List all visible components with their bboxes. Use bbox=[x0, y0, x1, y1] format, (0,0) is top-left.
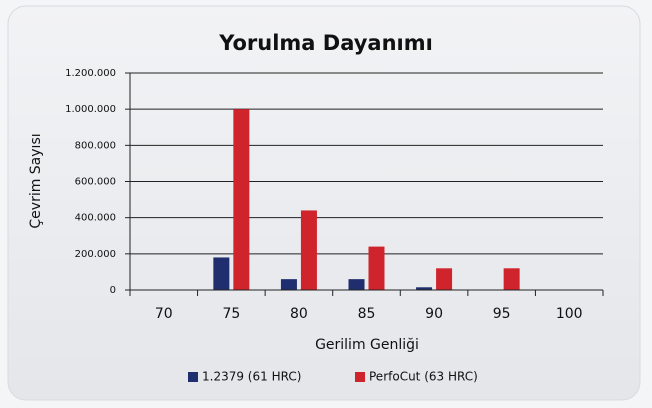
chart-title: Yorulma Dayanımı bbox=[218, 31, 433, 55]
bar bbox=[368, 246, 385, 290]
bar bbox=[416, 287, 433, 290]
y-tick-label: 600.000 bbox=[75, 177, 116, 188]
x-tick-label: 75 bbox=[222, 306, 240, 322]
card bbox=[7, 5, 641, 401]
y-tick-label: 400.000 bbox=[75, 213, 116, 224]
bar bbox=[348, 279, 365, 290]
y-tick-label: 0 bbox=[110, 285, 116, 296]
y-tick-label: 800.000 bbox=[75, 140, 116, 151]
x-tick-label: 80 bbox=[290, 306, 308, 322]
y-axis-label: Çevrim Sayısı bbox=[28, 133, 44, 228]
x-tick-label: 100 bbox=[556, 306, 583, 322]
legend-swatch bbox=[188, 372, 198, 382]
bar bbox=[503, 268, 520, 290]
x-tick-label: 85 bbox=[358, 306, 376, 322]
legend-swatch bbox=[355, 372, 365, 382]
legend-label: PerfoCut (63 HRC) bbox=[369, 370, 478, 384]
bar bbox=[300, 210, 317, 290]
x-axis-label: Gerilim Genliği bbox=[315, 337, 419, 353]
y-tick-label: 1.200.000 bbox=[65, 68, 116, 79]
bar bbox=[233, 109, 250, 291]
y-tick-label: 200.000 bbox=[75, 249, 116, 260]
x-tick-label: 70 bbox=[155, 306, 173, 322]
x-tick-label: 90 bbox=[425, 306, 443, 322]
y-tick-label: 1.000.000 bbox=[65, 104, 116, 115]
bar bbox=[280, 279, 297, 290]
bar bbox=[213, 257, 230, 290]
x-tick-label: 95 bbox=[493, 306, 511, 322]
legend-label: 1.2379 (61 HRC) bbox=[202, 370, 301, 384]
bar bbox=[436, 268, 453, 290]
